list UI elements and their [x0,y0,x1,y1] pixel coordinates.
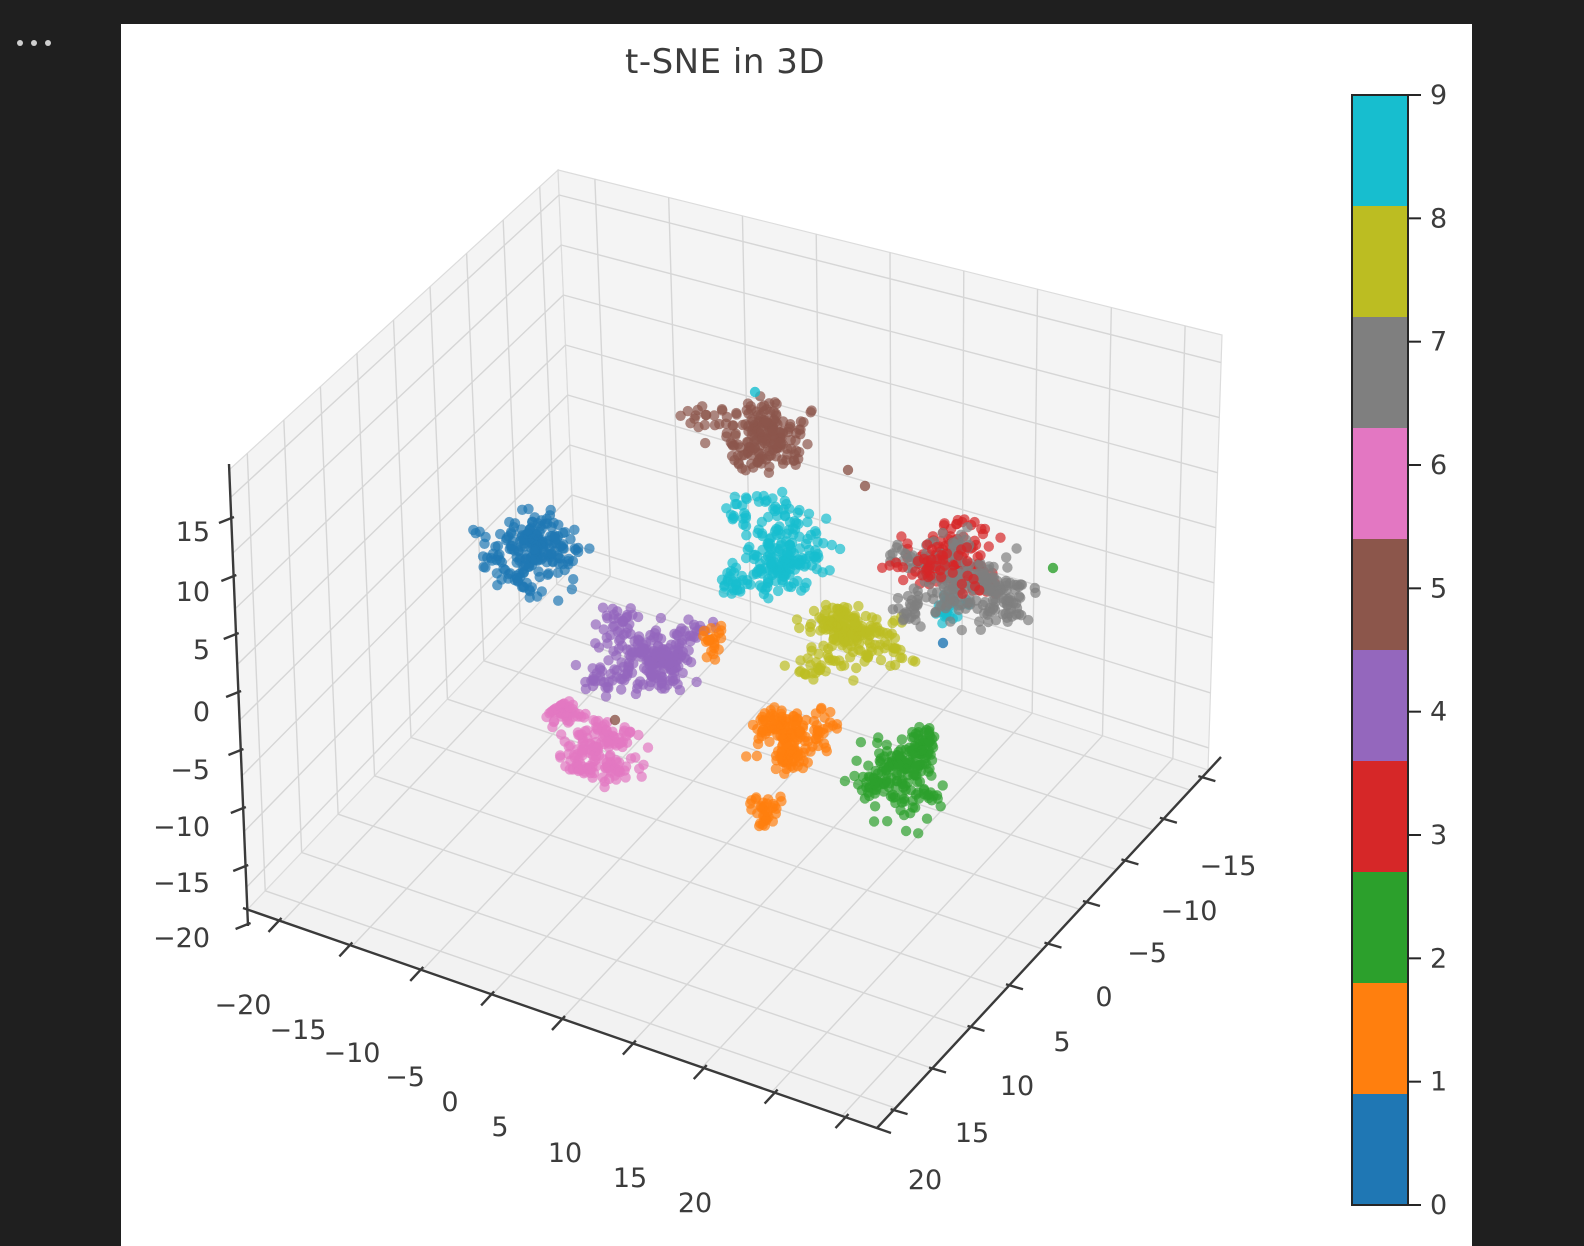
outlier-point [842,464,854,476]
more-options-button[interactable] [13,36,55,50]
x-tick-label: 15 [613,1163,647,1194]
cluster-digit-1 [698,620,727,665]
colorbar-segment [1352,428,1408,539]
x-tick-label: 20 [678,1188,712,1219]
y-tick-label: 20 [908,1165,942,1196]
colorbar-tick-label: 3 [1430,820,1447,851]
colorbar-tick-label: 8 [1430,203,1447,234]
scatter-points [468,386,1059,839]
y-tick-label: 10 [1000,1071,1034,1102]
ellipsis-icon [17,40,51,46]
figure-canvas: t-SNE in 3D −20 −15 −10 −5 0 5 10 15 20 −15 −10 −5 0… [121,24,1472,1246]
y-tick-label: −5 [1127,938,1167,969]
z-tick-label: −15 [153,868,210,899]
y-tick-label: −15 [1200,851,1257,882]
colorbar-tick-label: 6 [1430,450,1447,481]
z-tick-label: 10 [176,577,210,608]
x-tick-label: −5 [385,1062,425,1093]
cluster-digit-2 [839,721,948,839]
colorbar-segment [1352,650,1408,761]
x-tick-label: −10 [324,1038,381,1069]
cluster-digit-6 [541,696,654,793]
z-tick-label: −20 [153,923,210,954]
ellipsis-dot [45,40,51,46]
colorbar-tick-label: 2 [1430,943,1447,974]
tick-labels: −20−15−10−505101520−15−10−50510152015105… [153,517,1256,1219]
z-tick-label: 0 [193,697,210,728]
x-tick-label: 5 [491,1112,508,1143]
cluster-digit-1 [745,791,787,832]
outlier-point [1047,562,1059,574]
colorbar-tick-label: 4 [1430,697,1447,728]
x-tick-label: −15 [270,1015,327,1046]
colorbar-tick-label: 1 [1430,1067,1447,1098]
tsne-3d-plot: −20−15−10−505101520−15−10−50510152015105… [153,80,1447,1221]
ellipsis-dot [17,40,23,46]
outlier-point [937,637,949,649]
colorbar-tick-label: 5 [1430,573,1447,604]
y-tick-label: 5 [1053,1027,1070,1058]
colorbar-segment [1352,761,1408,872]
cluster-digit-1 [741,702,843,779]
outlier-point [749,386,761,398]
cluster-digit-5 [675,391,817,478]
colorbar-tick-label: 7 [1430,327,1447,358]
colorbar-segment [1352,317,1408,428]
colorbar: 0 1 2 3 4 5 6 7 8 9 [1351,80,1447,1221]
outlier-point [859,480,871,492]
colorbar-tick-label: 9 [1430,80,1447,111]
cluster-digit-0 [468,503,595,606]
z-tick-label: 15 [176,517,210,548]
colorbar-segment [1352,95,1408,206]
colorbar-segment [1352,539,1408,650]
axis-lines [218,463,1222,1135]
outlier-point [609,714,621,726]
y-tick-label: −10 [1161,896,1218,927]
x-tick-label: 10 [548,1138,582,1169]
y-tick-label: 15 [955,1118,989,1149]
cluster-digit-9 [716,486,846,604]
y-tick-label: 0 [1095,982,1112,1013]
z-tick-label: 5 [193,635,210,666]
cluster-digit-3 [877,532,1006,599]
colorbar-segment [1352,872,1408,983]
z-tick-label: −10 [153,812,210,843]
x-tick-label: 0 [441,1087,458,1118]
ellipsis-dot [31,40,37,46]
colorbar-tick-label: 0 [1430,1190,1447,1221]
z-tick-label: −5 [170,755,210,786]
colorbar-segment [1352,1094,1408,1205]
x-tick-label: −20 [215,990,272,1021]
chart-title: t-SNE in 3D [624,42,826,82]
colorbar-segment [1352,983,1408,1094]
colorbar-segment [1352,206,1408,317]
